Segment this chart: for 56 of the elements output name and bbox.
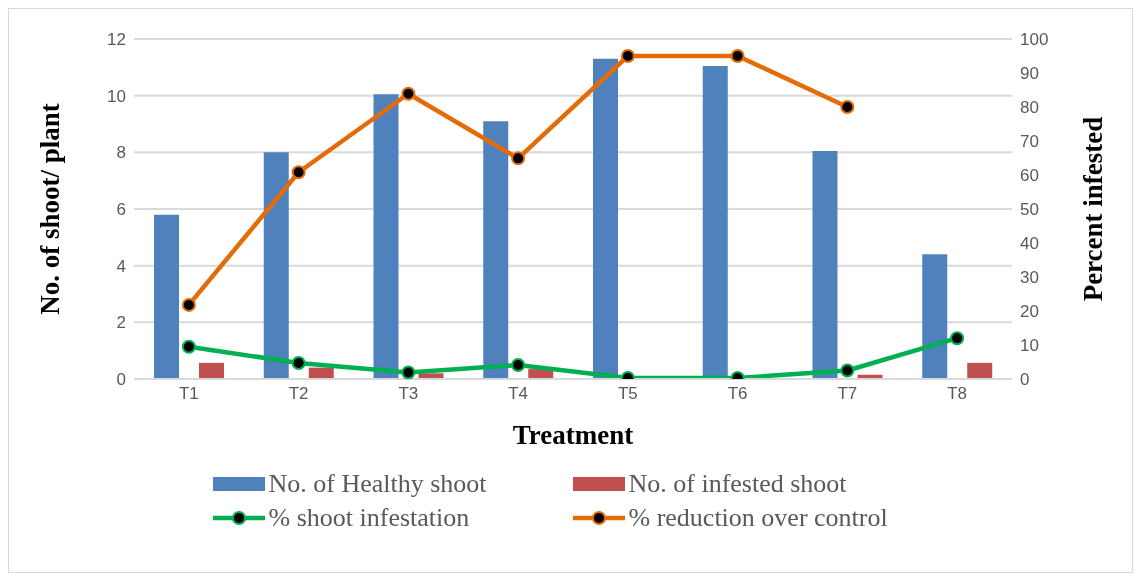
- y2-tick-label: 60: [1020, 166, 1039, 186]
- y2-tick-label: 0: [1020, 370, 1030, 390]
- y2-tick-label: 80: [1020, 98, 1039, 118]
- x-tick-label: T3: [398, 384, 419, 404]
- point: [181, 297, 196, 312]
- y-tick-label: 12: [107, 30, 126, 50]
- bar: [373, 94, 399, 379]
- x-tick-label: T4: [508, 384, 529, 404]
- point: [730, 49, 745, 63]
- point: [511, 358, 526, 373]
- bar: [967, 362, 993, 379]
- bar: [154, 214, 179, 379]
- point: [291, 165, 306, 180]
- bar: [812, 150, 838, 379]
- y2-tick-label: 70: [1020, 132, 1039, 152]
- y-tick-label: 8: [116, 143, 126, 163]
- point: [511, 151, 526, 166]
- y-axis-title: No. of shoot/ plant: [34, 103, 65, 315]
- y-tick-label: 2: [116, 313, 126, 333]
- x-tick-label: T6: [727, 384, 748, 404]
- bar: [199, 362, 224, 379]
- x-axis-title: Treatment: [512, 420, 634, 450]
- point: [401, 365, 416, 379]
- point: [840, 100, 855, 114]
- x-tick-label: T8: [947, 384, 968, 404]
- bar: [263, 152, 289, 379]
- y2-tick-label: 90: [1020, 64, 1039, 84]
- y2-tick-label: 20: [1020, 302, 1039, 322]
- legend-label: % reduction over control: [628, 503, 888, 533]
- y2-tick-label: 100: [1020, 30, 1049, 50]
- point: [840, 363, 855, 378]
- y2-tick-label: 30: [1020, 268, 1039, 288]
- legend-label: No. of Healthy shoot: [268, 469, 487, 499]
- y-tick-label: 0: [116, 370, 126, 390]
- bar: [593, 58, 618, 379]
- y2-axis-title: Percent infested: [1077, 116, 1108, 302]
- y-tick-label: 10: [107, 86, 126, 106]
- y2-tick-label: 50: [1020, 200, 1039, 220]
- y2-tick-label: 10: [1020, 336, 1039, 356]
- x-tick-label: T7: [837, 384, 858, 404]
- point: [291, 356, 306, 371]
- x-tick-label: T5: [617, 384, 638, 404]
- point: [620, 49, 635, 63]
- point: [401, 86, 416, 101]
- y-tick-label: 6: [116, 200, 126, 220]
- x-tick-label: T1: [178, 384, 199, 404]
- bar: [922, 254, 948, 379]
- bar: [702, 65, 728, 379]
- point: [950, 331, 965, 346]
- bar: [483, 121, 509, 379]
- legend-label: % shoot infestation: [268, 503, 470, 533]
- point: [181, 339, 196, 354]
- x-tick-label: T2: [288, 384, 309, 404]
- y2-tick-label: 40: [1020, 234, 1039, 254]
- y-tick-label: 4: [116, 256, 126, 276]
- legend-label: No. of infested shoot: [628, 469, 847, 499]
